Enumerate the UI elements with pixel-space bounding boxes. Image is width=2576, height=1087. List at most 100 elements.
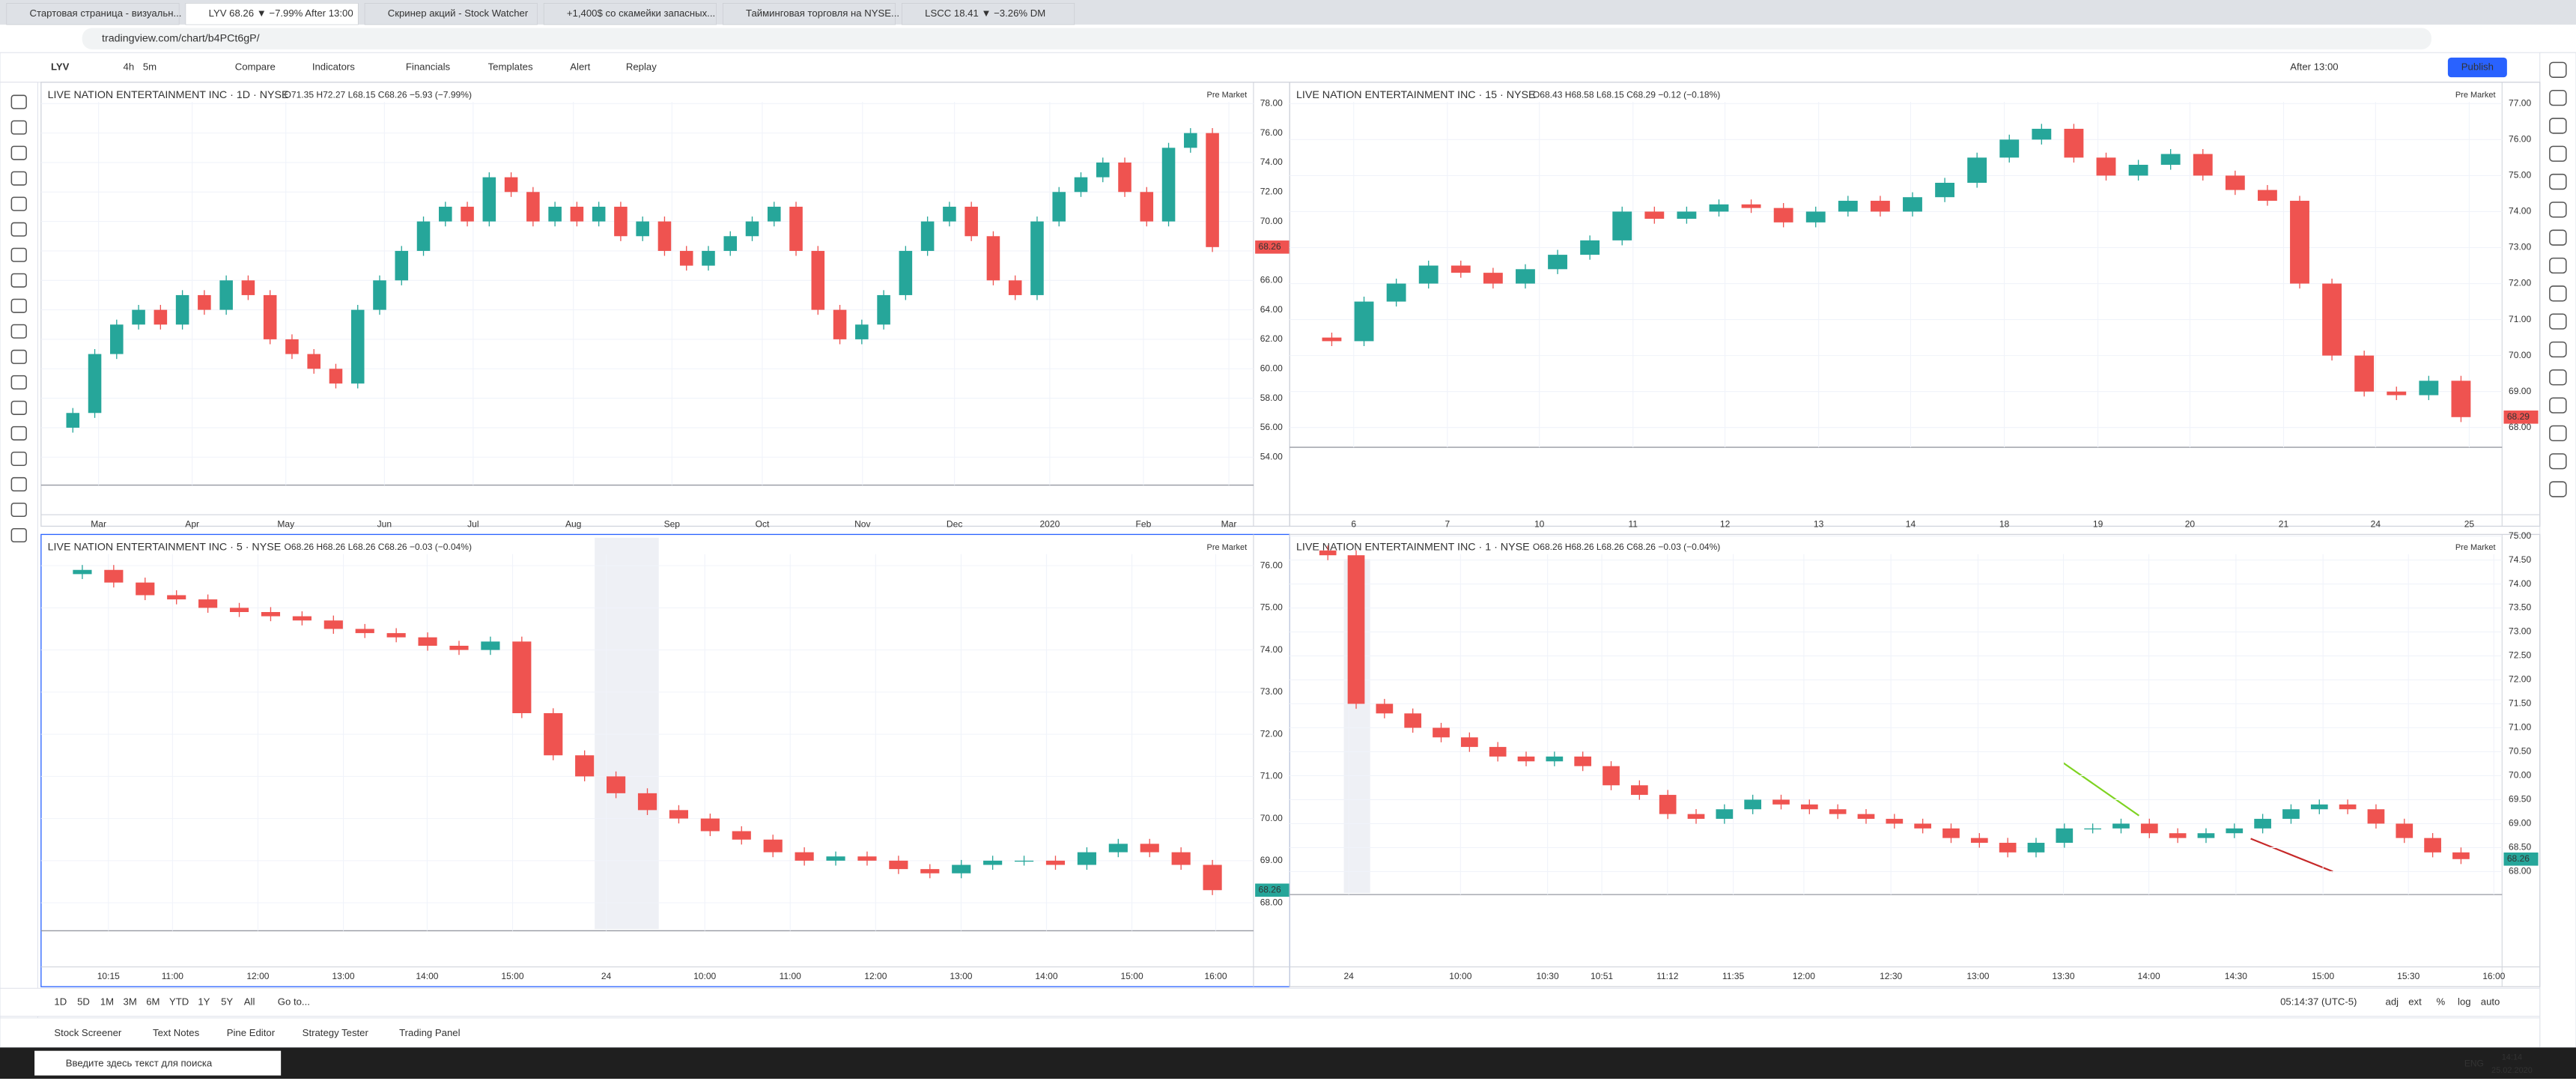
side-icon[interactable] [2549, 202, 2567, 218]
scale-option[interactable]: ext [2408, 996, 2422, 1007]
toolbar-button[interactable]: Indicators [312, 61, 355, 72]
toolbar-button[interactable]: Replay [626, 61, 657, 72]
toolbar-button[interactable]: Compare [235, 61, 276, 72]
candle [732, 831, 751, 840]
side-icon[interactable] [2549, 257, 2567, 274]
tool-icon[interactable] [10, 476, 27, 492]
side-icon[interactable] [2549, 453, 2567, 470]
tool-icon[interactable] [10, 94, 27, 109]
side-icon[interactable] [2549, 425, 2567, 442]
tool-icon[interactable] [10, 196, 27, 211]
scale-option[interactable]: adj [2386, 996, 2399, 1007]
tool-icon[interactable] [10, 273, 27, 288]
toolbar-button[interactable]: Templates [488, 61, 533, 72]
x-tick-label: 12:00 [864, 971, 887, 981]
range-button[interactable]: 5Y [221, 996, 233, 1007]
tool-icon[interactable] [10, 145, 27, 160]
panel-tab[interactable]: Pine Editor [227, 1027, 276, 1038]
candle [2226, 828, 2244, 834]
y-tick-label: 72.00 [1260, 728, 1283, 739]
range-button[interactable]: All [244, 996, 255, 1007]
candle [481, 641, 500, 650]
tool-icon[interactable] [10, 247, 27, 262]
candle [763, 839, 783, 853]
goto[interactable]: Go to... [278, 996, 310, 1007]
side-icon[interactable] [2549, 229, 2567, 246]
side-icon[interactable] [2549, 481, 2567, 497]
tool-icon[interactable] [10, 298, 27, 313]
chart-panel[interactable] [40, 533, 1290, 987]
side-icon[interactable] [2549, 369, 2567, 386]
x-tick-label: Oct [756, 518, 770, 529]
candle [700, 818, 720, 832]
range-button[interactable]: YTD [169, 996, 189, 1007]
toolbar-button[interactable]: Alert [570, 61, 590, 72]
tool-icon[interactable] [10, 400, 27, 415]
tool-icon[interactable] [10, 502, 27, 518]
tool-icon[interactable] [10, 222, 27, 237]
symbol[interactable]: LYV [51, 61, 70, 72]
range-button[interactable]: 1Y [198, 996, 210, 1007]
url-field[interactable] [82, 28, 2431, 49]
candle [669, 810, 689, 819]
x-tick-label: 15:30 [2397, 971, 2419, 981]
tool-icon[interactable] [10, 426, 27, 440]
taskbar-search[interactable] [34, 1050, 282, 1076]
candle [461, 206, 474, 222]
y-tick-label: 71.00 [1260, 771, 1283, 781]
browser-tab[interactable] [6, 3, 180, 25]
publish-button[interactable] [2447, 57, 2507, 78]
scale-option[interactable]: log [2458, 996, 2471, 1007]
browser-tab[interactable] [185, 3, 359, 25]
panel-tab[interactable]: Trading Panel [399, 1027, 460, 1038]
side-icon[interactable] [2549, 397, 2567, 414]
panel-tab[interactable]: Stock Screener [54, 1027, 122, 1038]
tool-icon[interactable] [10, 527, 27, 543]
browser-tab[interactable] [543, 3, 717, 25]
y-tick-label: 64.00 [1260, 304, 1283, 315]
chart-panel[interactable] [1289, 533, 2541, 987]
session-selector[interactable]: After 13:00 [2290, 61, 2338, 72]
candle [983, 860, 1003, 865]
tool-icon[interactable] [10, 349, 27, 364]
toolbar-button[interactable]: Financials [406, 61, 451, 72]
candle [1659, 795, 1677, 814]
side-icon[interactable] [2549, 313, 2567, 330]
panel-tab[interactable]: Text Notes [153, 1027, 200, 1038]
x-tick-label: 15:00 [501, 971, 523, 981]
candle [1030, 221, 1044, 295]
chart-panel[interactable] [1289, 82, 2541, 527]
range-button[interactable]: 3M [124, 996, 137, 1007]
interval[interactable]: 4h [124, 61, 135, 72]
side-icon[interactable] [2549, 145, 2567, 162]
tool-icon[interactable] [10, 451, 27, 466]
browser-tab[interactable] [902, 3, 1075, 25]
interval[interactable]: 5m [143, 61, 157, 72]
candle [943, 206, 956, 222]
tool-icon[interactable] [10, 375, 27, 390]
tool-icon[interactable] [10, 120, 27, 135]
tool-icon[interactable] [10, 171, 27, 186]
browser-tab[interactable] [364, 3, 538, 25]
browser-tab[interactable] [722, 3, 896, 25]
candle [1970, 838, 1988, 844]
y-tick-label: 58.00 [1260, 393, 1283, 403]
range-button[interactable]: 5D [77, 996, 90, 1007]
side-icon[interactable] [2549, 61, 2567, 78]
publish[interactable]: Publish [2461, 61, 2494, 72]
side-icon[interactable] [2549, 341, 2567, 358]
side-icon[interactable] [2549, 285, 2567, 302]
range-button[interactable]: 1M [100, 996, 114, 1007]
scale-option[interactable]: % [2437, 996, 2446, 1007]
price-label-bg [1255, 240, 1290, 254]
side-icon[interactable] [2549, 89, 2567, 106]
y-tick-label: 72.00 [2509, 674, 2531, 685]
side-icon[interactable] [2549, 173, 2567, 190]
side-icon[interactable] [2549, 118, 2567, 134]
search-hint[interactable]: Введите здесь текст для поиска [66, 1058, 213, 1069]
range-button[interactable]: 1D [54, 996, 67, 1007]
tool-icon[interactable] [10, 324, 27, 339]
scale-option[interactable]: auto [2481, 996, 2500, 1007]
range-button[interactable]: 6M [146, 996, 160, 1007]
panel-tab[interactable]: Strategy Tester [303, 1027, 369, 1038]
